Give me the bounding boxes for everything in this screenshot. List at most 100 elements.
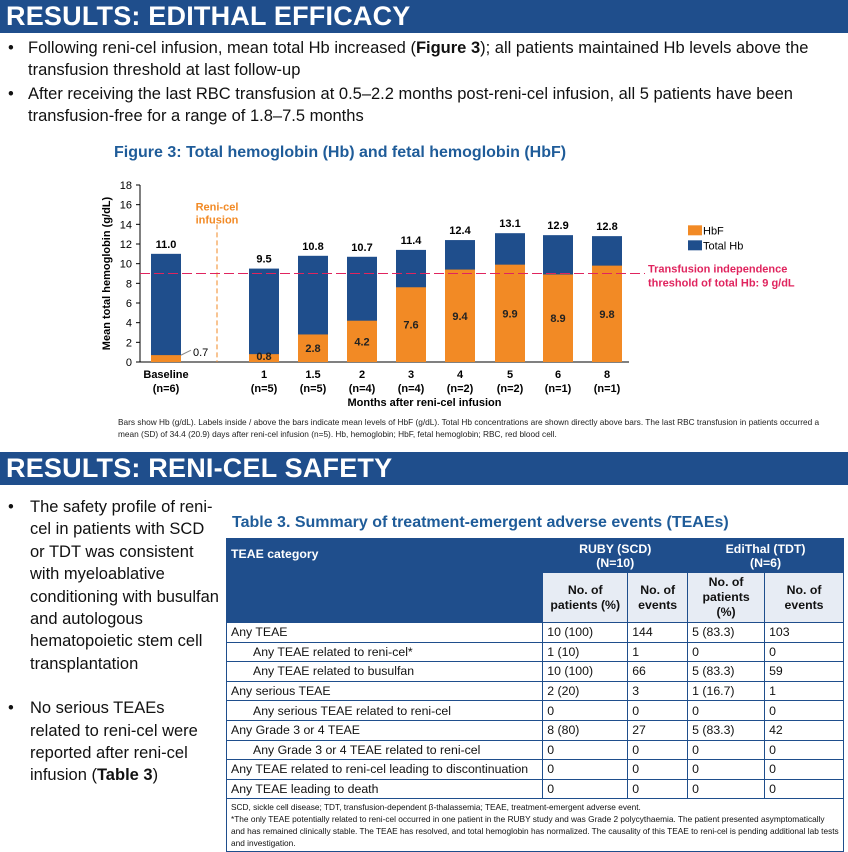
table-cell: 0 (687, 700, 766, 721)
table-cell: 0 (542, 739, 629, 761)
table-cell: 0 (687, 739, 766, 761)
table-row: Any TEAE related to reni-cel* 1 (10) 1 0 0 (225, 641, 844, 663)
teae-table: TEAE category RUBY (SCD) (N=10) EdiThal (… (225, 538, 844, 852)
y-tick-label: 0 (126, 357, 132, 369)
bar-hbf (543, 274, 573, 362)
row-label: Any TEAE related to reni-cel leading to … (225, 759, 544, 780)
table-row: Any TEAE related to reni-cel leading to … (225, 759, 844, 780)
y-tick-label: 6 (126, 298, 132, 310)
threshold-label: Transfusion independence (648, 264, 787, 276)
label-total-hb: 10.7 (351, 242, 372, 254)
row-label: Any Grade 3 or 4 TEAE (225, 719, 544, 741)
table-cell: 3 (627, 680, 689, 702)
x-tick-n: (n=1) (594, 383, 621, 395)
bullet: No serious TEAEs related to reni-cel wer… (4, 697, 219, 787)
bar-hbf (592, 265, 622, 362)
x-tick-n: (n=4) (398, 383, 425, 395)
y-tick-label: 12 (120, 239, 132, 251)
x-tick-label: Baseline (143, 369, 188, 381)
table-cell: 0 (627, 739, 689, 761)
x-tick-label: 6 (555, 369, 561, 381)
table-cell: 2 (20) (542, 680, 629, 702)
table-cell: 1 (764, 680, 844, 702)
label-hbf: 9.4 (452, 311, 468, 323)
table-cell: 0 (764, 700, 844, 721)
label-hbf: 0.7 (193, 347, 208, 359)
subheader: No. of patients (%) (687, 572, 766, 623)
row-label: Any serious TEAE related to reni-cel (225, 700, 544, 721)
table-row: Any serious TEAE 2 (20) 3 1 (16.7) 1 (225, 680, 844, 702)
bar-hbf (151, 355, 181, 362)
row-label: Any TEAE (225, 622, 544, 643)
table-cell: 0 (627, 778, 689, 800)
table-row: Any Grade 3 or 4 TEAE related to reni-ce… (225, 739, 844, 761)
bar-hbf (298, 334, 328, 362)
legend-label: HbF (703, 225, 724, 237)
bar-total-hb (151, 253, 181, 362)
x-tick-label: 8 (604, 369, 610, 381)
table-cell: 5 (83.3) (687, 661, 766, 682)
bar-hbf (347, 320, 377, 362)
table-title: Table 3. Summary of treatment-emergent a… (232, 514, 729, 531)
table-cell: 42 (764, 719, 844, 741)
table-cell: 0 (764, 759, 844, 780)
bar-total-hb (249, 268, 279, 362)
bar-hbf (495, 264, 525, 362)
infusion-label: infusion (196, 215, 239, 227)
bar-hbf (445, 269, 475, 362)
row-label: Any Grade 3 or 4 TEAE related to reni-ce… (225, 739, 544, 761)
label-total-hb: 12.4 (449, 225, 471, 237)
subheader: No. of patients (%) (542, 572, 629, 623)
table-cell: 0 (627, 700, 689, 721)
table-cell: 0 (627, 759, 689, 780)
x-tick-n: (n=5) (251, 383, 278, 395)
table-row: Any Grade 3 or 4 TEAE 8 (80) 27 5 (83.3) 42 (225, 719, 844, 741)
label-hbf: 8.9 (550, 313, 565, 325)
bullet: The safety profile of reni-cel in patien… (4, 496, 219, 675)
label-total-hb: 9.5 (256, 254, 271, 266)
legend-swatch (688, 240, 702, 251)
label-total-hb: 12.8 (596, 221, 617, 233)
table-cell: 0 (542, 759, 629, 780)
table-cell: 10 (100) (542, 622, 629, 643)
table-cell: 0 (764, 641, 844, 663)
x-tick-label: 1.5 (305, 369, 320, 381)
table-cell: 59 (764, 661, 844, 682)
label-hbf: 0.8 (256, 351, 271, 363)
label-total-hb: 10.8 (302, 241, 323, 253)
table-cell: 8 (80) (542, 719, 629, 741)
y-tick-label: 18 (120, 180, 132, 192)
table-cell: 103 (764, 622, 844, 643)
table-cell: 1 (627, 641, 689, 663)
table-row: Any serious TEAE related to reni-cel 0 0 0 0 (225, 700, 844, 721)
table-row: Any TEAE 10 (100) 144 5 (83.3) 103 (225, 622, 844, 643)
subheader: No. of events (627, 572, 689, 623)
x-tick-n: (n=2) (447, 383, 474, 395)
infusion-label: Reni-cel (196, 202, 239, 214)
y-tick-label: 8 (126, 278, 132, 290)
label-total-hb: 13.1 (499, 218, 520, 230)
table-cell: 27 (627, 719, 689, 741)
row-label: Any TEAE related to busulfan (225, 661, 544, 682)
table-cell: 0 (764, 778, 844, 800)
label-hbf: 9.8 (599, 309, 614, 321)
legend-label: Total Hb (703, 240, 743, 252)
figure-caption: Bars show Hb (g/dL). Labels inside / abo… (118, 417, 820, 439)
table-row: Any TEAE leading to death 0 0 0 0 (225, 778, 844, 800)
table-cell: 144 (627, 622, 689, 643)
table-cell: 0 (687, 759, 766, 780)
col-header-ruby: RUBY (SCD) (N=10) (542, 538, 689, 573)
table-cell: 5 (83.3) (687, 719, 766, 741)
label-hbf: 4.2 (354, 336, 369, 348)
y-tick-label: 2 (126, 337, 132, 349)
label-total-hb: 12.9 (547, 220, 568, 232)
bar-hbf (249, 354, 279, 362)
bar-hbf (396, 287, 426, 362)
subheader: No. of events (764, 572, 844, 623)
x-tick-label: 4 (457, 369, 464, 381)
label-hbf: 7.6 (403, 320, 418, 332)
label-hbf: 9.9 (502, 308, 517, 320)
y-axis-label: Mean total hemoglobin (g/dL) (101, 196, 113, 350)
leader-line (180, 349, 192, 356)
